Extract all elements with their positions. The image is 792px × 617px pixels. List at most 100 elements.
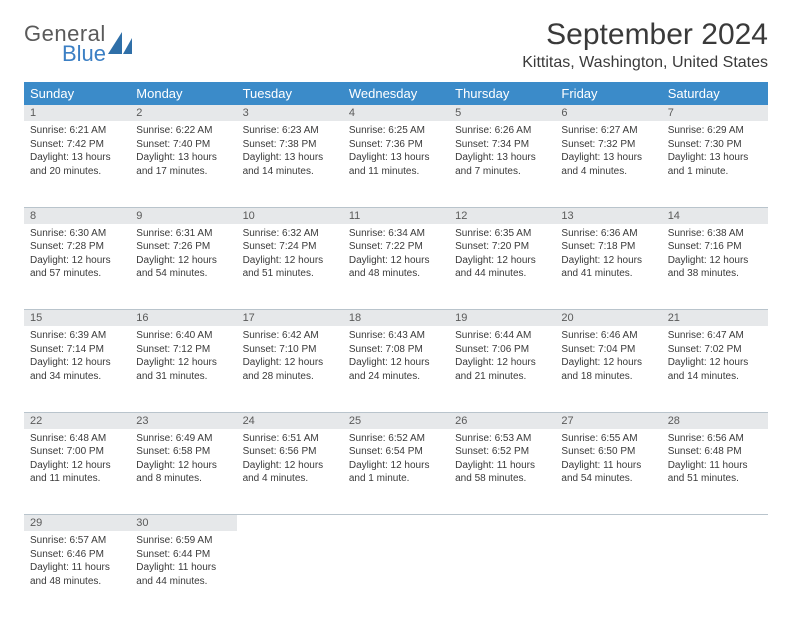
logo: General Blue — [24, 18, 134, 64]
day-cell-body: Sunrise: 6:27 AMSunset: 7:32 PMDaylight:… — [555, 121, 661, 182]
day-cell-body: Sunrise: 6:36 AMSunset: 7:18 PMDaylight:… — [555, 224, 661, 285]
daylight-line: Daylight: 13 hours and 17 minutes. — [136, 151, 230, 178]
day-cell: Sunrise: 6:26 AMSunset: 7:34 PMDaylight:… — [449, 121, 555, 207]
day-number-cell: 10 — [237, 207, 343, 224]
weekday-header: Saturday — [662, 82, 768, 105]
weekday-header: Thursday — [449, 82, 555, 105]
day-cell-body: Sunrise: 6:40 AMSunset: 7:12 PMDaylight:… — [130, 326, 236, 387]
sunset-line: Sunset: 7:00 PM — [30, 445, 124, 459]
daylight-line: Daylight: 12 hours and 54 minutes. — [136, 254, 230, 281]
day-cell: Sunrise: 6:29 AMSunset: 7:30 PMDaylight:… — [662, 121, 768, 207]
sunset-line: Sunset: 7:28 PM — [30, 240, 124, 254]
day-number-cell: 28 — [662, 412, 768, 429]
day-number-cell: 25 — [343, 412, 449, 429]
sunset-line: Sunset: 6:46 PM — [30, 548, 124, 562]
daylight-line: Daylight: 13 hours and 1 minute. — [668, 151, 762, 178]
day-number-cell: 3 — [237, 105, 343, 121]
day-cell: Sunrise: 6:55 AMSunset: 6:50 PMDaylight:… — [555, 429, 661, 515]
sunset-line: Sunset: 7:32 PM — [561, 138, 655, 152]
day-number-cell: 8 — [24, 207, 130, 224]
day-number-cell: 19 — [449, 310, 555, 327]
day-cell-body: Sunrise: 6:55 AMSunset: 6:50 PMDaylight:… — [555, 429, 661, 490]
day-cell-body: Sunrise: 6:29 AMSunset: 7:30 PMDaylight:… — [662, 121, 768, 182]
weekday-header: Monday — [130, 82, 236, 105]
day-cell: Sunrise: 6:36 AMSunset: 7:18 PMDaylight:… — [555, 224, 661, 310]
sunset-line: Sunset: 7:14 PM — [30, 343, 124, 357]
daylight-line: Daylight: 13 hours and 20 minutes. — [30, 151, 124, 178]
day-cell: Sunrise: 6:40 AMSunset: 7:12 PMDaylight:… — [130, 326, 236, 412]
sunrise-line: Sunrise: 6:42 AM — [243, 329, 337, 343]
day-number-cell: 26 — [449, 412, 555, 429]
day-cell: Sunrise: 6:46 AMSunset: 7:04 PMDaylight:… — [555, 326, 661, 412]
day-cell: Sunrise: 6:51 AMSunset: 6:56 PMDaylight:… — [237, 429, 343, 515]
sunset-line: Sunset: 7:30 PM — [668, 138, 762, 152]
day-cell: Sunrise: 6:47 AMSunset: 7:02 PMDaylight:… — [662, 326, 768, 412]
sunset-line: Sunset: 7:26 PM — [136, 240, 230, 254]
day-cell: Sunrise: 6:52 AMSunset: 6:54 PMDaylight:… — [343, 429, 449, 515]
sunrise-line: Sunrise: 6:30 AM — [30, 227, 124, 241]
day-number-cell: 24 — [237, 412, 343, 429]
day-cell-body: Sunrise: 6:22 AMSunset: 7:40 PMDaylight:… — [130, 121, 236, 182]
day-number-cell: 29 — [24, 515, 130, 532]
day-cell — [662, 531, 768, 617]
day-cell: Sunrise: 6:25 AMSunset: 7:36 PMDaylight:… — [343, 121, 449, 207]
day-cell: Sunrise: 6:35 AMSunset: 7:20 PMDaylight:… — [449, 224, 555, 310]
day-number-cell: 1 — [24, 105, 130, 121]
sunrise-line: Sunrise: 6:43 AM — [349, 329, 443, 343]
day-number-cell: 7 — [662, 105, 768, 121]
sunset-line: Sunset: 7:38 PM — [243, 138, 337, 152]
month-title: September 2024 — [522, 18, 768, 52]
sunset-line: Sunset: 6:54 PM — [349, 445, 443, 459]
sunrise-line: Sunrise: 6:57 AM — [30, 534, 124, 548]
day-cell-body: Sunrise: 6:39 AMSunset: 7:14 PMDaylight:… — [24, 326, 130, 387]
day-number-row: 2930 — [24, 515, 768, 532]
daylight-line: Daylight: 12 hours and 41 minutes. — [561, 254, 655, 281]
sunset-line: Sunset: 7:02 PM — [668, 343, 762, 357]
day-cell: Sunrise: 6:42 AMSunset: 7:10 PMDaylight:… — [237, 326, 343, 412]
day-number-row: 22232425262728 — [24, 412, 768, 429]
day-number-cell — [237, 515, 343, 532]
day-number-cell: 13 — [555, 207, 661, 224]
sunrise-line: Sunrise: 6:44 AM — [455, 329, 549, 343]
day-cell: Sunrise: 6:22 AMSunset: 7:40 PMDaylight:… — [130, 121, 236, 207]
day-number-cell: 11 — [343, 207, 449, 224]
daylight-line: Daylight: 12 hours and 34 minutes. — [30, 356, 124, 383]
day-cell: Sunrise: 6:38 AMSunset: 7:16 PMDaylight:… — [662, 224, 768, 310]
day-number-cell: 30 — [130, 515, 236, 532]
day-cell: Sunrise: 6:34 AMSunset: 7:22 PMDaylight:… — [343, 224, 449, 310]
day-cell-body: Sunrise: 6:52 AMSunset: 6:54 PMDaylight:… — [343, 429, 449, 490]
logo-text-blue: Blue — [24, 44, 106, 64]
daylight-line: Daylight: 13 hours and 7 minutes. — [455, 151, 549, 178]
week-row: Sunrise: 6:48 AMSunset: 7:00 PMDaylight:… — [24, 429, 768, 515]
day-cell-body: Sunrise: 6:47 AMSunset: 7:02 PMDaylight:… — [662, 326, 768, 387]
daylight-line: Daylight: 12 hours and 14 minutes. — [668, 356, 762, 383]
day-cell: Sunrise: 6:53 AMSunset: 6:52 PMDaylight:… — [449, 429, 555, 515]
week-row: Sunrise: 6:57 AMSunset: 6:46 PMDaylight:… — [24, 531, 768, 617]
day-cell — [343, 531, 449, 617]
day-cell: Sunrise: 6:57 AMSunset: 6:46 PMDaylight:… — [24, 531, 130, 617]
sunrise-line: Sunrise: 6:22 AM — [136, 124, 230, 138]
day-cell-body: Sunrise: 6:43 AMSunset: 7:08 PMDaylight:… — [343, 326, 449, 387]
sunset-line: Sunset: 6:44 PM — [136, 548, 230, 562]
day-number-cell — [449, 515, 555, 532]
sunset-line: Sunset: 7:08 PM — [349, 343, 443, 357]
day-cell-body: Sunrise: 6:35 AMSunset: 7:20 PMDaylight:… — [449, 224, 555, 285]
day-cell-body: Sunrise: 6:49 AMSunset: 6:58 PMDaylight:… — [130, 429, 236, 490]
title-block: September 2024 Kittitas, Washington, Uni… — [522, 18, 768, 72]
day-number-cell: 16 — [130, 310, 236, 327]
day-number-cell: 15 — [24, 310, 130, 327]
day-cell-body: Sunrise: 6:53 AMSunset: 6:52 PMDaylight:… — [449, 429, 555, 490]
daylight-line: Daylight: 12 hours and 4 minutes. — [243, 459, 337, 486]
day-number-row: 891011121314 — [24, 207, 768, 224]
daylight-line: Daylight: 11 hours and 51 minutes. — [668, 459, 762, 486]
daylight-line: Daylight: 12 hours and 11 minutes. — [30, 459, 124, 486]
sunrise-line: Sunrise: 6:39 AM — [30, 329, 124, 343]
sunset-line: Sunset: 7:10 PM — [243, 343, 337, 357]
day-cell: Sunrise: 6:49 AMSunset: 6:58 PMDaylight:… — [130, 429, 236, 515]
daylight-line: Daylight: 12 hours and 38 minutes. — [668, 254, 762, 281]
daylight-line: Daylight: 11 hours and 58 minutes. — [455, 459, 549, 486]
sunset-line: Sunset: 6:48 PM — [668, 445, 762, 459]
day-number-cell: 21 — [662, 310, 768, 327]
sunrise-line: Sunrise: 6:27 AM — [561, 124, 655, 138]
day-cell: Sunrise: 6:59 AMSunset: 6:44 PMDaylight:… — [130, 531, 236, 617]
